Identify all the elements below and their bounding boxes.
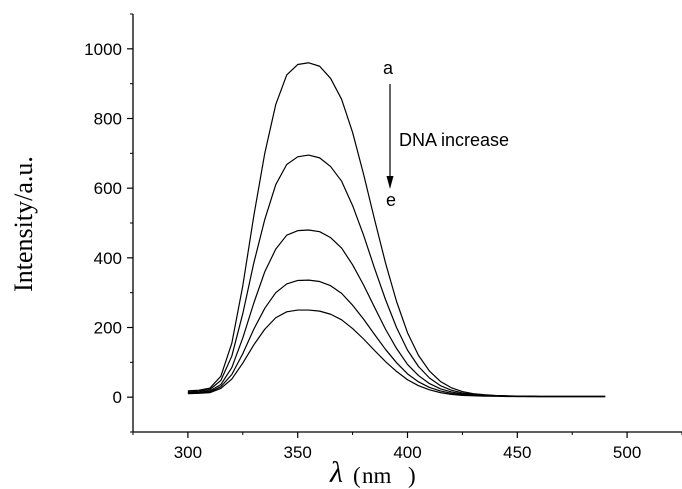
x-tick-label: 350 xyxy=(284,443,312,462)
x-tick-label: 500 xyxy=(613,443,641,462)
x-axis-close-paren: ) xyxy=(408,463,416,488)
annotation-end-label: e xyxy=(386,190,396,210)
y-axis-title: Intensity/a.u. xyxy=(9,156,38,292)
annotation-start-label: a xyxy=(383,58,394,78)
x-tick-label: 300 xyxy=(174,443,202,462)
labels: λ ( nm ) Intensity/a.u. a e DNA increase xyxy=(9,58,509,489)
y-tick-label: 1000 xyxy=(84,40,122,59)
x-tick-label: 400 xyxy=(393,443,421,462)
y-tick-label: 600 xyxy=(94,179,122,198)
axes xyxy=(132,14,682,433)
series-line-a xyxy=(187,62,606,398)
x-axis-unit: nm xyxy=(362,463,392,488)
annotation-arrow-text: DNA increase xyxy=(399,130,509,150)
series-line-b xyxy=(187,154,606,398)
series-line-e xyxy=(187,309,606,398)
x-axis-open-paren: ( xyxy=(353,463,361,488)
ticks: 0 200 400 600 800 1000 300 350 400 450 500 xyxy=(84,13,682,462)
series-group xyxy=(187,62,606,398)
y-tick-label: 0 xyxy=(113,388,122,407)
annotation-arrow xyxy=(386,84,394,189)
y-tick-label: 200 xyxy=(94,319,122,338)
x-axis-symbol: λ xyxy=(329,456,343,489)
y-tick-label: 400 xyxy=(94,249,122,268)
arrow-head xyxy=(386,176,394,189)
y-tick-label: 800 xyxy=(94,110,122,129)
x-tick-label: 450 xyxy=(503,443,531,462)
series-line-d xyxy=(187,279,606,398)
